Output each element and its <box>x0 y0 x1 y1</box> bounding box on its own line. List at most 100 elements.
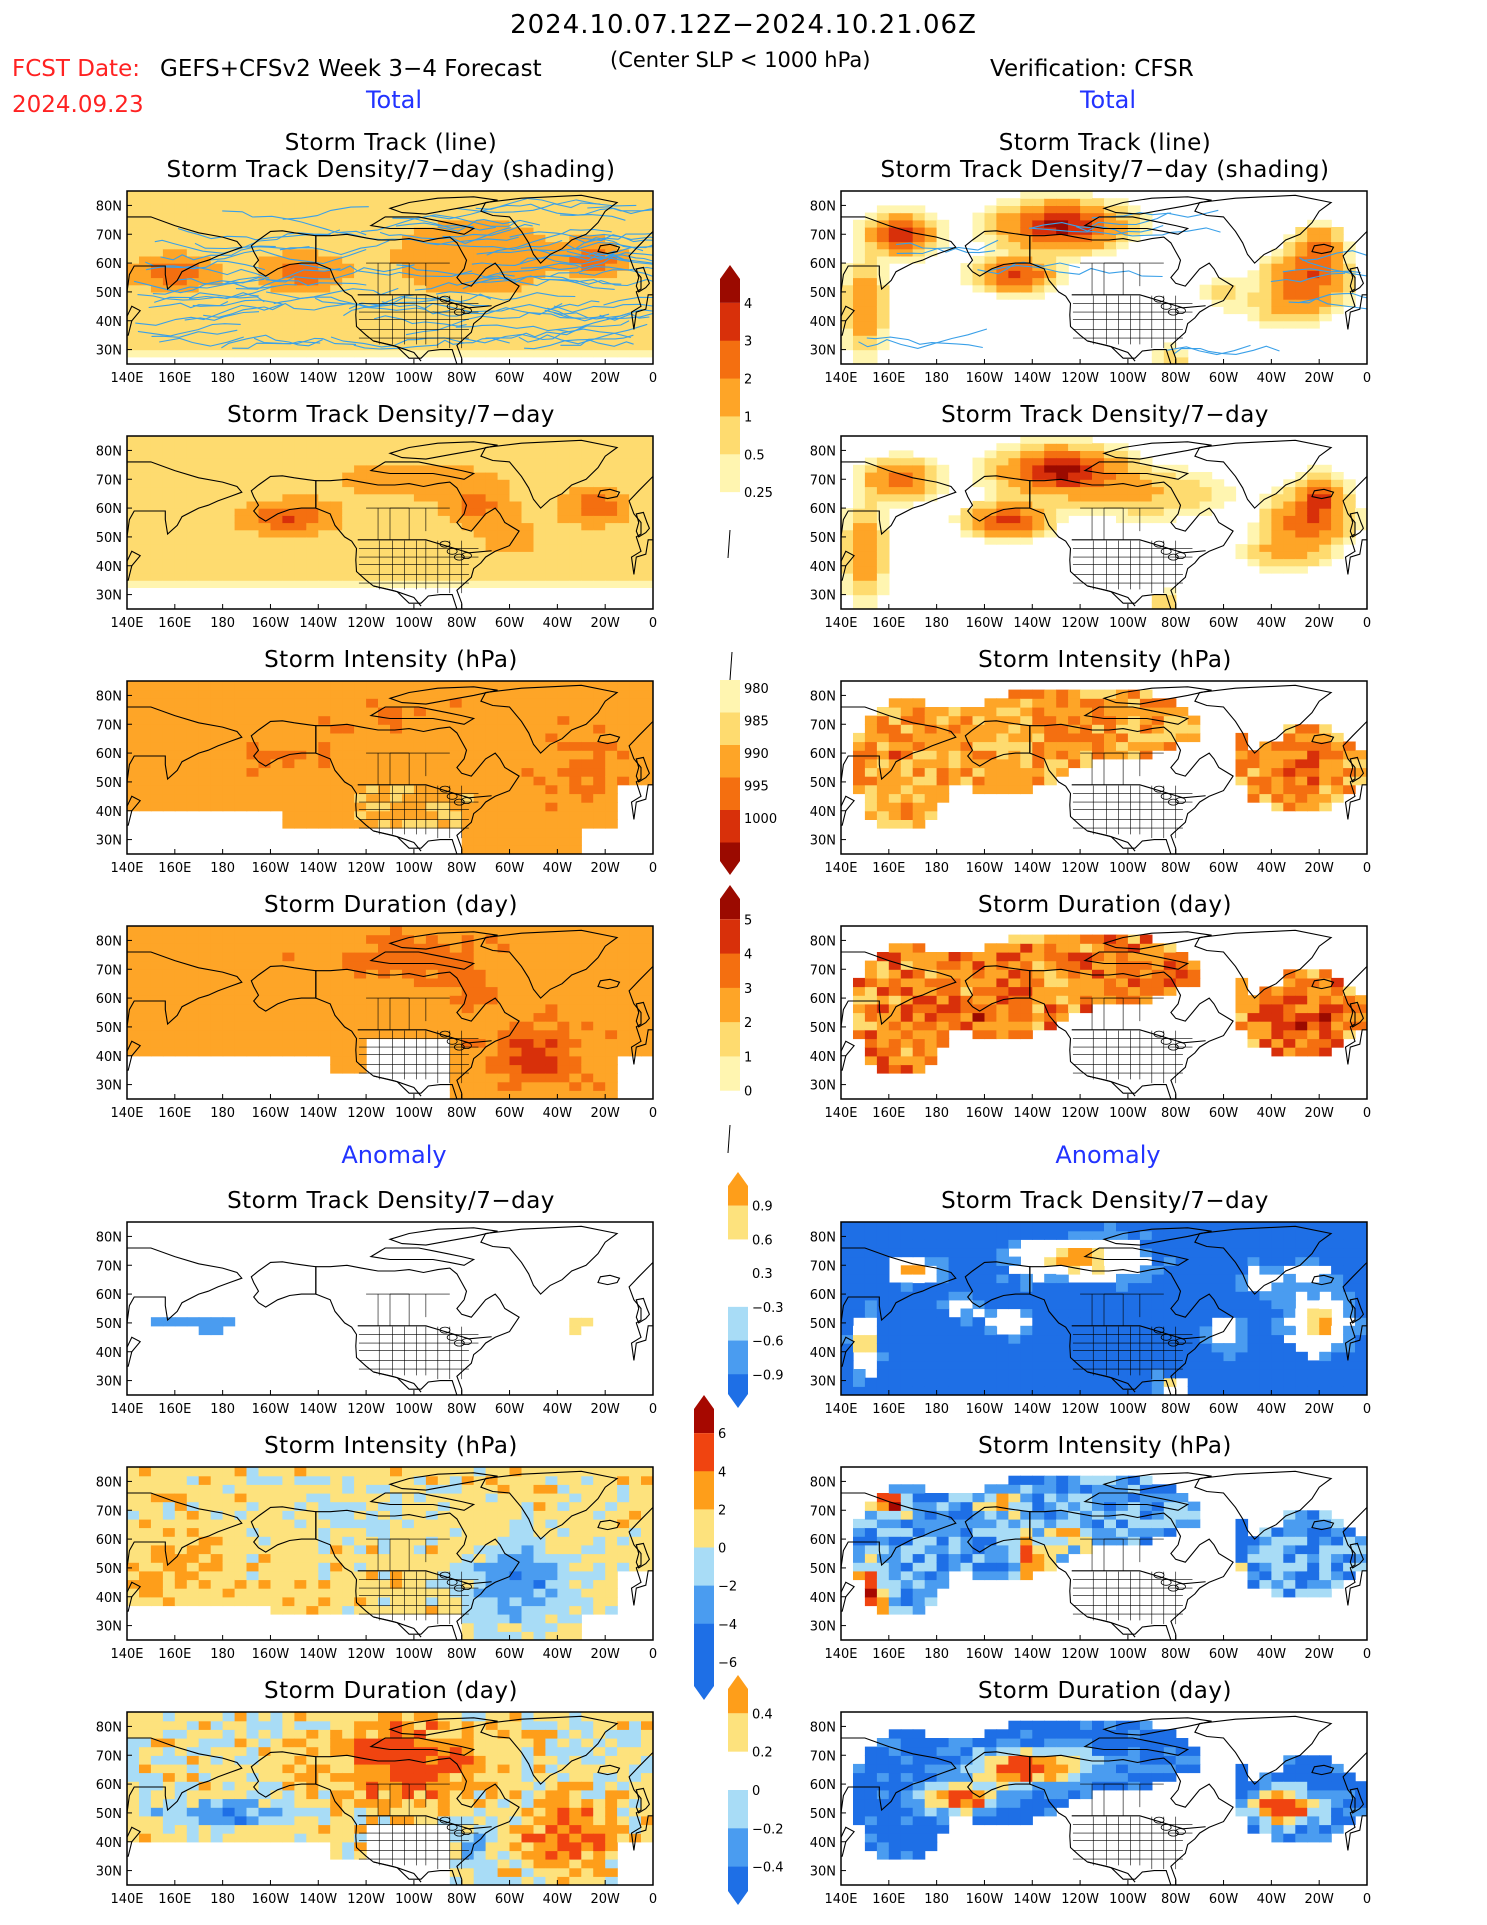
heatmap-cell <box>186 522 200 531</box>
heatmap-cell <box>342 977 355 988</box>
x-tick-label: 0 <box>649 616 657 631</box>
heatmap-cell <box>473 943 487 953</box>
heatmap-cell <box>413 349 427 358</box>
heatmap-cell <box>150 558 164 567</box>
heatmap-cell <box>306 952 319 962</box>
heatmap-cell <box>270 558 284 567</box>
heatmap-cell <box>1295 750 1308 760</box>
heatmap-cell <box>605 328 618 336</box>
heatmap-cell <box>258 450 272 459</box>
heatmap-cell <box>1008 205 1021 214</box>
heatmap-cell <box>509 698 523 708</box>
heatmap-cell <box>1116 486 1129 495</box>
heatmap-cell <box>972 767 986 777</box>
heatmap-cell <box>1044 234 1057 243</box>
heatmap-cell <box>246 205 260 214</box>
heatmap-cell <box>222 573 236 581</box>
heatmap-cell <box>246 715 260 725</box>
heatmap-cell <box>497 707 511 717</box>
heatmap-cell <box>593 457 606 466</box>
heatmap-cell <box>1283 758 1296 769</box>
heatmap-cell <box>150 241 164 250</box>
heatmap-cell <box>1056 205 1069 214</box>
heatmap-cell <box>533 689 547 699</box>
heatmap-cell <box>521 212 535 221</box>
heatmap-cell <box>366 536 379 545</box>
heatmap-cell <box>1151 724 1165 734</box>
heatmap-cell <box>853 732 866 743</box>
heatmap-cell <box>996 758 1009 769</box>
heatmap-cell <box>222 1038 236 1048</box>
heatmap-cell <box>1056 436 1069 444</box>
heatmap-cell <box>425 349 439 358</box>
heatmap-cell <box>461 969 475 979</box>
heatmap-cell <box>1331 750 1344 760</box>
heatmap-cell <box>246 450 260 459</box>
heatmap-cell <box>1032 758 1045 769</box>
heatmap-cell <box>473 299 487 307</box>
heatmap-cell <box>605 436 618 444</box>
heatmap-cell <box>1343 741 1356 751</box>
heatmap-cell <box>198 689 212 699</box>
heatmap-cell <box>1331 299 1344 307</box>
heatmap-cell <box>1068 732 1081 743</box>
heatmap-cell <box>127 291 140 300</box>
heatmap-cell <box>1223 277 1237 286</box>
heatmap-cell <box>342 681 355 691</box>
heatmap-cell <box>605 241 618 250</box>
heatmap-cell <box>629 443 642 451</box>
heatmap-cell <box>139 284 152 293</box>
heatmap-cell <box>150 205 164 214</box>
heatmap-cell <box>258 707 272 717</box>
heatmap-cell <box>210 1029 224 1040</box>
heatmap-cell <box>617 486 630 495</box>
heatmap-cell <box>533 536 547 545</box>
storm-track-line <box>896 242 996 254</box>
heatmap-cell <box>1116 198 1129 206</box>
heatmap-cell <box>127 342 140 351</box>
heatmap-cell <box>1032 277 1045 286</box>
heatmap-cell <box>1211 277 1225 286</box>
heatmap-cell <box>497 191 511 199</box>
storm-track-line <box>395 222 474 228</box>
heatmap-cell <box>1307 508 1320 516</box>
heatmap-cell <box>413 698 427 708</box>
storm-track-line <box>475 197 637 210</box>
heatmap-cell <box>1008 715 1021 725</box>
section-anomaly-left: Anomaly <box>341 1141 447 1169</box>
heatmap-cell <box>533 342 547 351</box>
heatmap-cell <box>425 198 439 206</box>
heatmap-cell <box>449 436 463 444</box>
heatmap-cell <box>509 995 523 1005</box>
heatmap-cell <box>162 750 176 760</box>
heatmap-cell <box>270 565 284 574</box>
heatmap-cell <box>509 522 523 531</box>
heatmap-cell <box>306 681 319 691</box>
heatmap-cell <box>150 1003 164 1014</box>
heatmap-cell <box>557 500 570 509</box>
heatmap-cell <box>1295 313 1308 322</box>
heatmap-cell <box>210 191 224 199</box>
heatmap-cell <box>425 1029 439 1040</box>
heatmap-cell <box>1139 500 1153 509</box>
heatmap-cell <box>186 1003 200 1014</box>
heatmap-cell <box>402 977 415 988</box>
heatmap-cell <box>449 479 463 488</box>
heatmap-cell <box>174 472 188 480</box>
heatmap-cell <box>270 1003 284 1014</box>
heatmap-cell <box>1163 342 1177 351</box>
heatmap-cell <box>366 1012 379 1022</box>
heatmap-cell <box>330 802 343 812</box>
heatmap-cell <box>174 205 188 214</box>
heatmap-cell <box>521 335 535 343</box>
heatmap-cell <box>306 995 319 1005</box>
us-mexico-border <box>1087 340 1136 362</box>
heatmap-cell <box>294 464 307 473</box>
heatmap-cell <box>330 1064 343 1074</box>
heatmap-cell <box>473 313 487 322</box>
heatmap-cell <box>864 536 878 545</box>
heatmap-cell <box>342 349 355 358</box>
heatmap-cell <box>461 479 475 488</box>
storm-track-line <box>137 323 241 337</box>
heatmap-cell <box>402 732 415 743</box>
